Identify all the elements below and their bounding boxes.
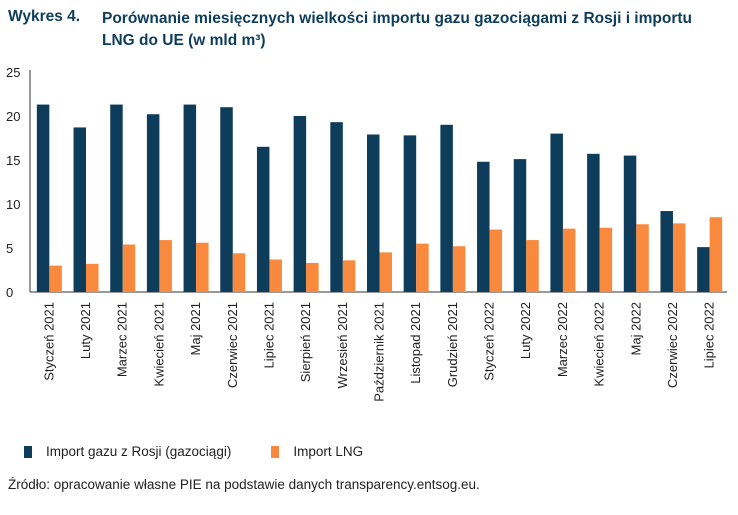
legend-swatch-lng xyxy=(271,445,280,458)
x-tick-label: Sierpień 2021 xyxy=(298,302,313,382)
y-tick-label: 25 xyxy=(6,65,20,80)
bar-russia xyxy=(623,155,637,292)
x-tick-label: Listopad 2021 xyxy=(408,302,423,384)
y-tick-label: 20 xyxy=(6,109,20,124)
bar-russia xyxy=(513,159,527,292)
legend-swatch-russia xyxy=(24,445,32,458)
bar-russia xyxy=(477,161,490,292)
bar-russia xyxy=(697,247,710,292)
bar-russia xyxy=(403,135,417,292)
bar-russia xyxy=(146,114,160,292)
bar-lng xyxy=(159,240,172,292)
bar-russia xyxy=(550,133,563,292)
figure-title: Porównanie miesięcznych wielkości import… xyxy=(102,10,692,49)
x-tick-label: Kwiecień 2022 xyxy=(592,302,607,387)
legend-item-russia: Import gazu z Rosji (gazociągi) xyxy=(24,444,231,459)
bar-lng xyxy=(49,265,62,292)
bar-russia xyxy=(440,124,453,292)
x-tick-label: Październik 2021 xyxy=(372,302,387,402)
bar-lng xyxy=(709,217,723,292)
x-tick-label: Luty 2021 xyxy=(78,302,93,359)
x-tick-label: Grudzień 2021 xyxy=(445,302,460,387)
x-tick-label: Luty 2022 xyxy=(518,302,533,359)
bar-lng xyxy=(672,223,686,292)
bar-lng xyxy=(452,246,466,292)
bar-lng xyxy=(526,240,539,292)
bar-lng xyxy=(599,227,613,292)
y-tick-label: 10 xyxy=(6,197,20,212)
x-tick-label: Maj 2021 xyxy=(188,302,203,355)
bar-russia xyxy=(73,127,87,292)
bar-russia xyxy=(256,146,270,292)
chart-legend: Import gazu z Rosji (gazociągi) Import L… xyxy=(24,444,403,459)
bar-russia xyxy=(660,211,673,292)
bar-lng xyxy=(342,260,356,292)
bar-russia xyxy=(293,116,307,292)
bar-chart: 0 5 10 15 20 25 Styczeń 2021 Luty 2021 Marzec 20… xyxy=(6,65,727,402)
bar-russia xyxy=(220,107,233,292)
bar-lng xyxy=(379,252,392,292)
bar-lng xyxy=(269,259,282,292)
x-tick-label: Wrzesień 2021 xyxy=(335,302,350,388)
figure-label: Wykres 4. xyxy=(8,8,81,25)
x-tick-label: Lipiec 2022 xyxy=(702,302,717,369)
bar-lng xyxy=(122,244,136,292)
x-tick-label: Czerwiec 2022 xyxy=(665,302,680,388)
bar-russia xyxy=(183,104,197,292)
x-tick-label: Marzec 2021 xyxy=(115,302,130,377)
bar-lng xyxy=(562,228,576,292)
bar-lng xyxy=(416,243,429,292)
x-tick-label: Styczeń 2021 xyxy=(41,302,56,381)
y-tick-label: 15 xyxy=(6,153,20,168)
x-tick-label: Maj 2022 xyxy=(628,302,643,355)
bar-russia xyxy=(36,104,50,292)
bar-lng xyxy=(196,242,209,292)
bar-russia xyxy=(110,104,123,292)
bar-russia xyxy=(330,122,343,292)
bar-lng xyxy=(86,263,99,292)
x-tick-label: Marzec 2022 xyxy=(555,302,570,377)
legend-item-lng: Import LNG xyxy=(271,444,363,459)
x-tick-label: Kwiecień 2021 xyxy=(151,302,166,387)
y-tick-label: 0 xyxy=(6,285,13,300)
x-tick-label: Styczeń 2022 xyxy=(482,302,497,381)
bar-lng xyxy=(489,229,503,292)
legend-label-lng: Import LNG xyxy=(293,444,364,459)
bar-lng xyxy=(232,253,246,292)
bar-lng xyxy=(306,262,319,292)
bar-russia xyxy=(587,153,600,292)
bar-russia xyxy=(367,134,380,292)
x-tick-label: Lipiec 2021 xyxy=(261,302,276,369)
source-note: Źródło: opracowanie własne PIE na podsta… xyxy=(8,477,480,492)
legend-label-russia: Import gazu z Rosji (gazociągi) xyxy=(46,444,232,459)
y-tick-label: 5 xyxy=(6,241,13,256)
x-tick-label: Czerwiec 2021 xyxy=(225,302,240,388)
bar-lng xyxy=(636,224,649,292)
